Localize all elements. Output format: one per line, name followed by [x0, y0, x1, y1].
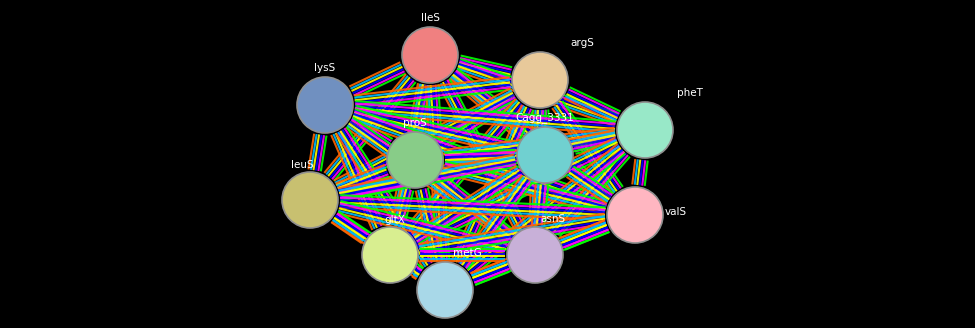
Text: asnS: asnS — [540, 214, 566, 224]
Circle shape — [512, 52, 568, 108]
Circle shape — [517, 127, 573, 183]
Text: pheT: pheT — [677, 88, 703, 98]
Circle shape — [297, 77, 353, 133]
Text: IleS: IleS — [420, 13, 440, 23]
Text: valS: valS — [665, 207, 687, 217]
Text: argS: argS — [570, 38, 594, 48]
Circle shape — [362, 227, 418, 283]
Text: lysS: lysS — [314, 63, 335, 73]
Text: metG: metG — [452, 248, 482, 258]
Circle shape — [507, 227, 563, 283]
Text: proS: proS — [403, 118, 427, 128]
Text: gltX: gltX — [384, 215, 406, 225]
Circle shape — [387, 132, 443, 188]
Text: leuS: leuS — [291, 160, 313, 170]
Circle shape — [402, 27, 458, 83]
Circle shape — [617, 102, 673, 158]
Text: Cagg_3331: Cagg_3331 — [516, 112, 574, 123]
Circle shape — [282, 172, 338, 228]
Circle shape — [607, 187, 663, 243]
Circle shape — [417, 262, 473, 318]
